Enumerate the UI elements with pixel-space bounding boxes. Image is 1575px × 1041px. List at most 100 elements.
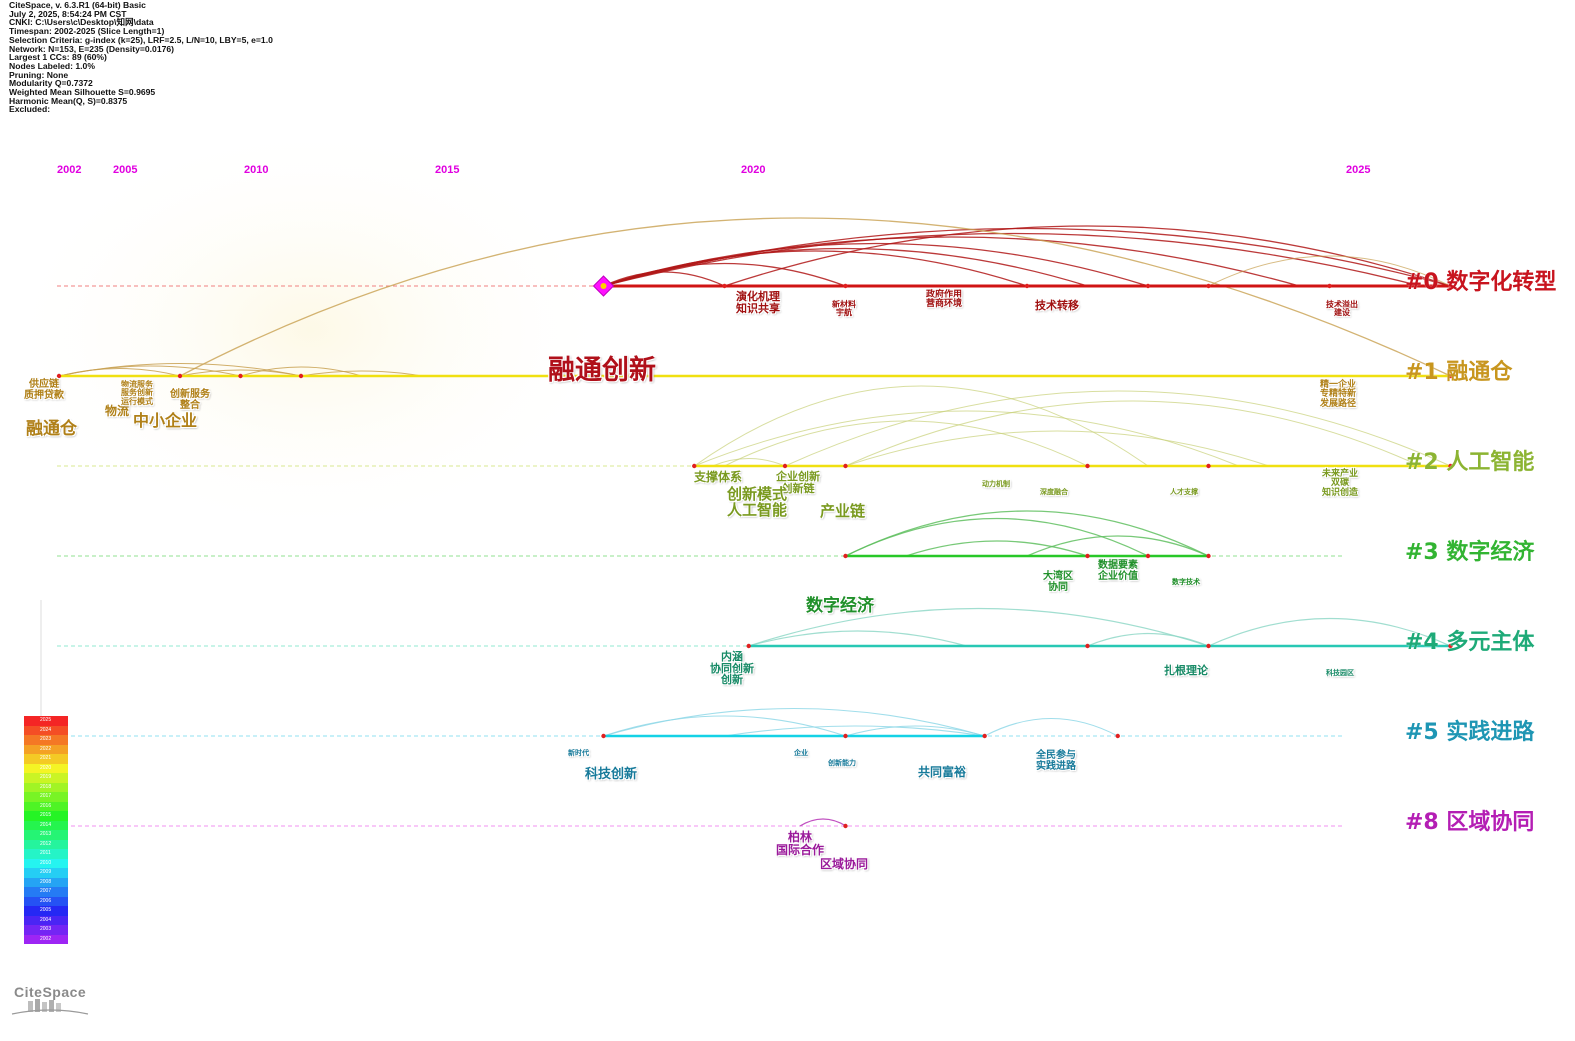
keyword-line: 未来产业 (1322, 469, 1359, 479)
keyword-label[interactable]: 新材料 宇航 (832, 300, 856, 317)
keyword-label[interactable]: 数据要素 企业价值 (1098, 560, 1138, 582)
keyword-line: 支撑体系 (694, 470, 743, 484)
citation-arc (240, 366, 362, 377)
info-line: Excluded: (9, 104, 51, 115)
legend-swatch: 2006 (24, 896, 68, 906)
keyword-line: 大湾区 (1043, 571, 1073, 582)
keyword-line: 内涵 (721, 650, 743, 663)
keyword-line: 企业价值 (1098, 570, 1138, 582)
keyword-node (692, 463, 697, 469)
keyword-label[interactable]: 柏林 国际合作 (776, 831, 824, 856)
keyword-label[interactable]: 物流 (105, 405, 129, 418)
keyword-label[interactable]: 技术溢出 建设 (1326, 300, 1358, 317)
keyword-label[interactable]: 全民参与 实践进路 (1036, 750, 1076, 772)
keyword-label[interactable]: 人才支撑 (1170, 488, 1198, 496)
keyword-node (1024, 283, 1030, 289)
cluster-label-2[interactable]: #2 人工智能 (1405, 450, 1535, 475)
keyword-label[interactable]: 区域协同 (820, 858, 868, 871)
keyword-node (982, 733, 987, 739)
burst-node-core (600, 283, 607, 289)
legend-swatch: 2025 (24, 716, 68, 726)
year-axis-label: 2020 (741, 164, 766, 176)
keyword-line: 区域协同 (820, 857, 869, 871)
keyword-label[interactable]: 数字经济 (806, 596, 874, 616)
citation-arc (712, 458, 786, 467)
keyword-label[interactable]: 中小企业 (133, 412, 197, 430)
info-line: July 2, 2025, 8:54:24 PM CST (9, 8, 127, 19)
keyword-line: 物流 (105, 404, 130, 418)
keyword-label[interactable]: 未来产业 双碳 知识创造 (1322, 469, 1359, 498)
keyword-label[interactable]: 创新服务 整合 (170, 389, 210, 411)
keyword-node (56, 373, 62, 379)
info-line: Modularity Q=0.7372 (9, 78, 93, 89)
keyword-label[interactable]: 创新模式 人工智能 (727, 485, 788, 519)
keyword-node (1206, 283, 1211, 289)
keyword-node (1448, 463, 1453, 469)
keyword-label[interactable]: 动力机制 (982, 479, 1010, 488)
keyword-node (1327, 283, 1332, 289)
keyword-line: 知识创造 (1322, 487, 1359, 498)
cluster-label-3[interactable]: #3 数字经济 (1405, 540, 1535, 565)
keyword-label[interactable]: 融通仓 (26, 420, 77, 439)
keyword-label[interactable]: 精一企业 专精特新 发展路径 (1320, 380, 1357, 409)
keyword-label[interactable]: 深度融合 (1040, 487, 1068, 496)
cluster-label-8[interactable]: #8 区域协同 (1405, 810, 1535, 835)
keyword-label[interactable]: 科技园区 (1326, 669, 1354, 677)
keyword-label[interactable]: 演化机理 知识共享 (736, 291, 780, 314)
keyword-line: 深度融合 (1040, 487, 1068, 496)
keyword-label[interactable]: 扎根理论 (1164, 665, 1208, 677)
cluster-label-5[interactable]: #5 实践进路 (1405, 720, 1535, 745)
legend-swatch: 2007 (24, 887, 68, 897)
citation-arc (1087, 632, 1209, 647)
citation-arc (1208, 255, 1451, 287)
keyword-label[interactable]: 支撑体系 (694, 471, 742, 484)
cluster-label-1[interactable]: #1 融通仓 (1405, 360, 1513, 385)
keyword-label[interactable]: 内涵 协同创新 创新 (710, 651, 754, 686)
citation-arc (905, 540, 1088, 557)
keyword-node (238, 373, 243, 379)
keyword-line: 融通创新 (548, 355, 656, 386)
legend-swatch: 2017 (24, 792, 68, 802)
keyword-line: 数字经济 (806, 596, 874, 616)
keyword-line: 发展路径 (1320, 398, 1357, 409)
keyword-line: 共同富裕 (918, 765, 967, 779)
keyword-line: 企业创新 (776, 470, 820, 483)
keyword-line: 技术溢出 (1326, 299, 1358, 309)
keyword-label[interactable]: 共同富裕 (918, 766, 966, 779)
keyword-label[interactable]: 政府作用 营商环境 (926, 290, 962, 310)
info-line: Harmonic Mean(Q, S)=0.8375 (9, 95, 128, 106)
cluster-label-0[interactable]: #0 数字化转型 (1405, 270, 1557, 295)
keyword-label[interactable]: 创新能力 (828, 759, 856, 767)
keyword-line: 扎根理论 (1164, 664, 1208, 677)
legend-swatch: 2002 (24, 934, 68, 944)
keyword-node (1206, 553, 1211, 559)
keyword-node (177, 373, 183, 379)
keyword-node (1145, 553, 1151, 559)
keyword-line: 质押贷款 (24, 389, 64, 401)
keyword-label[interactable]: 产业链 (820, 503, 865, 520)
legend-swatch: 2008 (24, 877, 68, 887)
keyword-label[interactable]: 新时代 (568, 749, 589, 757)
keyword-label[interactable]: 大湾区 协同 (1043, 571, 1073, 593)
citation-arc (603, 271, 725, 287)
keyword-line: 创新模式 (727, 485, 788, 503)
keyword-label[interactable]: 物流服务 服务创新 运行模式 (121, 379, 153, 406)
citation-arc (984, 718, 1119, 737)
keyword-label[interactable]: 企业创新 创新链 (776, 471, 820, 494)
keyword-label[interactable]: 技术转移 (1035, 300, 1079, 312)
citation-arc (845, 517, 1149, 557)
keyword-line: 动力机制 (982, 479, 1010, 488)
cluster-label-4[interactable]: #4 多元主体 (1405, 630, 1535, 655)
keyword-node (1145, 283, 1151, 289)
keyword-line: 物流服务 (121, 379, 153, 389)
keyword-line: 建设 (1334, 307, 1350, 318)
legend-swatch: 2012 (24, 839, 68, 849)
legend-swatch: 2014 (24, 820, 68, 830)
keyword-label[interactable]: 科技创新 (585, 768, 637, 782)
keyword-label[interactable]: 数字技术 (1172, 578, 1200, 586)
keyword-node (1085, 463, 1090, 469)
keyword-node (1448, 643, 1453, 649)
keyword-label[interactable]: 供应链 质押贷款 (24, 379, 64, 401)
keyword-label-main[interactable]: 融通创新 (548, 355, 656, 386)
keyword-label[interactable]: 企业 (794, 749, 808, 757)
